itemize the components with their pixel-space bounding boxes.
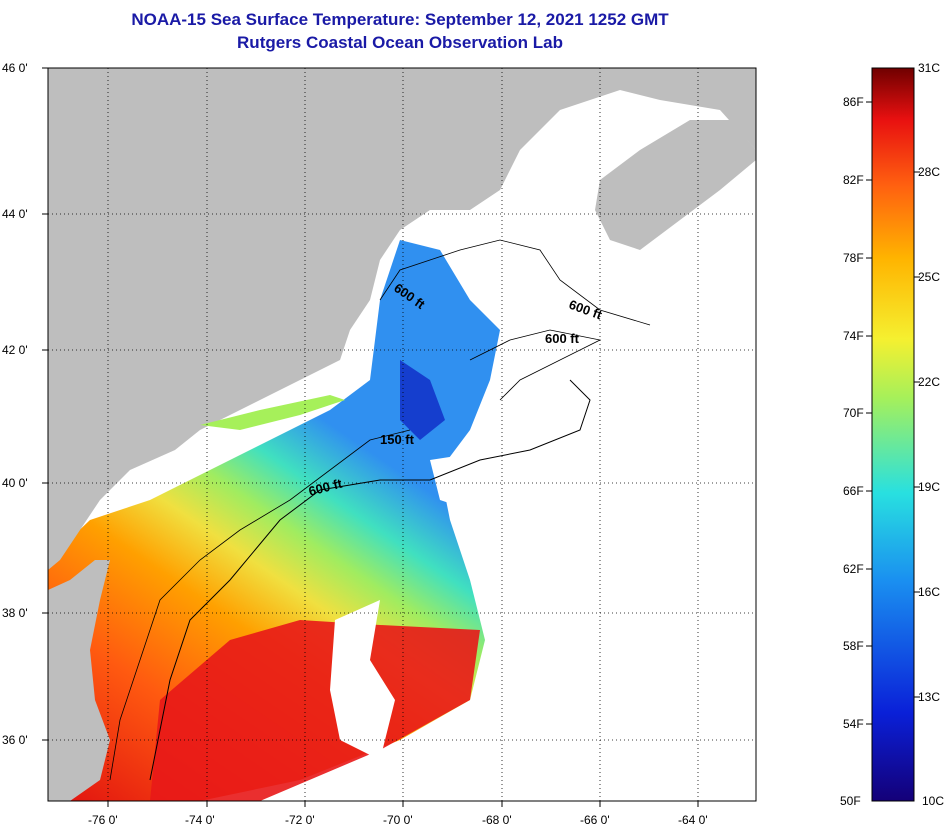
land-nova-scotia <box>595 120 756 250</box>
lon-label: -76 0' <box>88 813 118 827</box>
land-us <box>48 68 756 570</box>
isobath-150ft <box>109 429 411 781</box>
colorbar-f-label: 58F <box>843 639 864 653</box>
cloud-patch <box>430 440 620 520</box>
colorbar-f-label: 70F <box>843 406 864 420</box>
temperature-colorbar <box>871 67 915 802</box>
lon-label: -68 0' <box>482 813 512 827</box>
lat-label: 44 0' <box>2 207 28 221</box>
colorbar-ticks <box>866 101 920 725</box>
colorbar-c-label: 22C <box>918 375 940 389</box>
map-area: 600 ft 600 ft 600 ft 150 ft 600 ft <box>48 68 756 801</box>
colorbar-f-label: 86F <box>843 95 864 109</box>
lon-label: -70 0' <box>383 813 413 827</box>
warm-core <box>150 620 480 801</box>
lon-label: -64 0' <box>678 813 708 827</box>
map-title: NOAA-15 Sea Surface Temperature: Septemb… <box>131 10 669 29</box>
lon-label: -74 0' <box>185 813 215 827</box>
colorbar-c-label: 25C <box>918 270 940 284</box>
colorbar-c-label: 13C <box>918 690 940 704</box>
colorbar-c-label: 10C <box>922 794 944 808</box>
colorbar-f-label: 54F <box>843 717 864 731</box>
isobath-gulf-of-maine <box>379 239 651 326</box>
lat-label: 46 0' <box>2 61 28 75</box>
colorbar-f-label: 74F <box>843 329 864 343</box>
colorbar-c-label: 31C <box>918 61 940 75</box>
lat-label: 36 0' <box>2 733 28 747</box>
map-frame <box>47 67 757 802</box>
contour-label: 600 ft <box>545 331 580 346</box>
colorbar-c-label: 28C <box>918 165 940 179</box>
colorbar-c-label: 19C <box>918 480 940 494</box>
colorbar-f-label: 82F <box>843 173 864 187</box>
colorbar-f-label: 62F <box>843 562 864 576</box>
isobath-600ft <box>149 379 591 781</box>
cold-pool <box>400 360 445 440</box>
lat-label: 40 0' <box>2 476 28 490</box>
colorbar-f-label: 78F <box>843 251 864 265</box>
frame-ticks <box>42 67 699 807</box>
land-long-island <box>200 395 345 430</box>
colorbar-f-label: 66F <box>843 484 864 498</box>
colorbar-f-label: 50F <box>840 794 861 808</box>
map-subtitle: Rutgers Coastal Ocean Observation Lab <box>237 33 563 52</box>
lon-label: -66 0' <box>580 813 610 827</box>
colorbar-c-label: 16C <box>918 585 940 599</box>
lon-label: -72 0' <box>285 813 315 827</box>
land-delmarva <box>48 560 110 801</box>
lat-label: 42 0' <box>2 343 28 357</box>
contour-label: 150 ft <box>380 432 415 447</box>
cloud-patch <box>330 600 395 760</box>
lat-label: 38 0' <box>2 606 28 620</box>
